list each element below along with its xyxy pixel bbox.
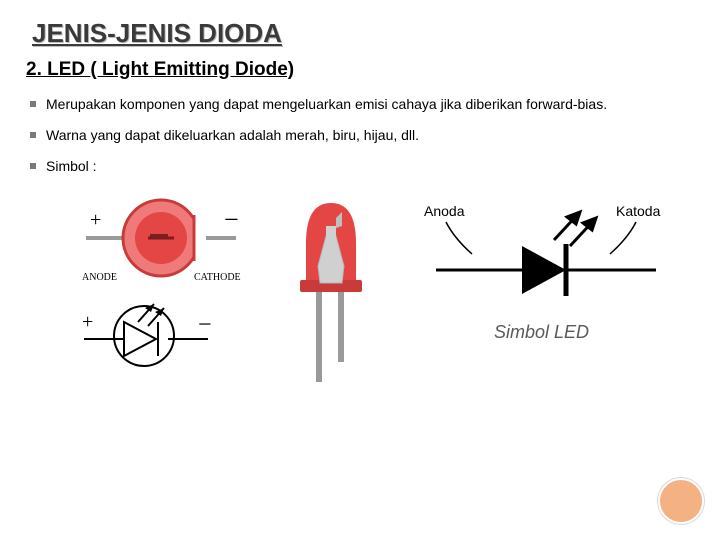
- symbol-caption: Simbol LED: [494, 322, 589, 342]
- decorative-corner-circle: [658, 478, 704, 524]
- list-item: Simbol :: [30, 157, 694, 176]
- svg-text:+: +: [90, 209, 101, 231]
- list-item: Merupakan komponen yang dapat mengeluark…: [30, 95, 694, 114]
- slide-subtitle: 2. LED ( Light Emitting Diode): [26, 59, 694, 81]
- led-symbol-icon: Anoda Katoda: [416, 188, 676, 358]
- figure-led-symbol: Anoda Katoda: [416, 188, 676, 363]
- svg-text:+: +: [82, 311, 93, 333]
- katoda-label: Katoda: [616, 203, 661, 219]
- svg-text:−: −: [198, 312, 212, 338]
- led-top-view-icon: + − ANODE CATHODE: [76, 188, 246, 288]
- slide-title: JENIS-JENIS DIODA: [32, 18, 694, 49]
- bullet-icon: [30, 101, 36, 107]
- led-side-view-icon: [276, 188, 386, 388]
- figure-led-side: [276, 188, 386, 393]
- bullet-text: Warna yang dapat dikeluarkan adalah mera…: [46, 126, 419, 145]
- anode-label: ANODE: [82, 272, 117, 283]
- bullet-list: Merupakan komponen yang dapat mengeluark…: [26, 95, 694, 176]
- anoda-label: Anoda: [424, 203, 465, 219]
- svg-text:−: −: [224, 205, 239, 234]
- bullet-icon: [30, 163, 36, 169]
- figure-row: + − ANODE CATHODE: [76, 188, 694, 393]
- bullet-text: Merupakan komponen yang dapat mengeluark…: [46, 95, 607, 114]
- figure-led-top-and-schematic: + − ANODE CATHODE: [76, 188, 246, 374]
- cathode-label: CATHODE: [194, 272, 241, 283]
- bullet-text: Simbol :: [46, 157, 97, 176]
- led-small-schematic-icon: + −: [76, 294, 226, 374]
- list-item: Warna yang dapat dikeluarkan adalah mera…: [30, 126, 694, 145]
- bullet-icon: [30, 132, 36, 138]
